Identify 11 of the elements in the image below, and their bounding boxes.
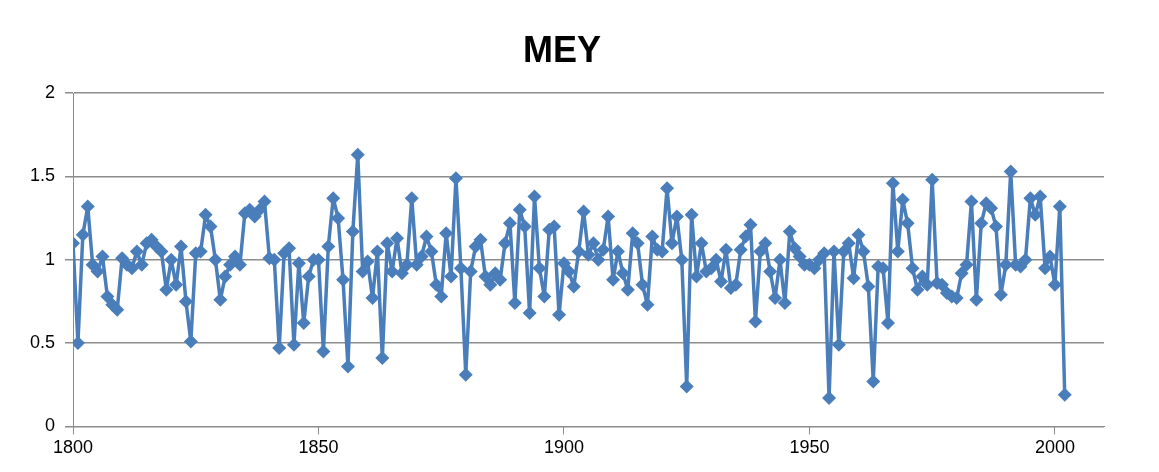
y-tick-label: 0.5	[29, 332, 56, 353]
y-tick-label: 2	[45, 82, 56, 103]
chart-title: MEY	[522, 28, 602, 70]
x-tick-label: 1950	[789, 437, 830, 458]
y-tick-label: 1.5	[29, 165, 56, 186]
y-tick-label: 0	[45, 415, 56, 436]
x-tick-label: 2000	[1034, 437, 1075, 458]
x-tick-label: 1900	[543, 437, 584, 458]
x-tick-label: 1850	[298, 437, 339, 458]
x-tick-label: 1800	[53, 437, 94, 458]
y-tick-label: 1	[45, 248, 56, 269]
